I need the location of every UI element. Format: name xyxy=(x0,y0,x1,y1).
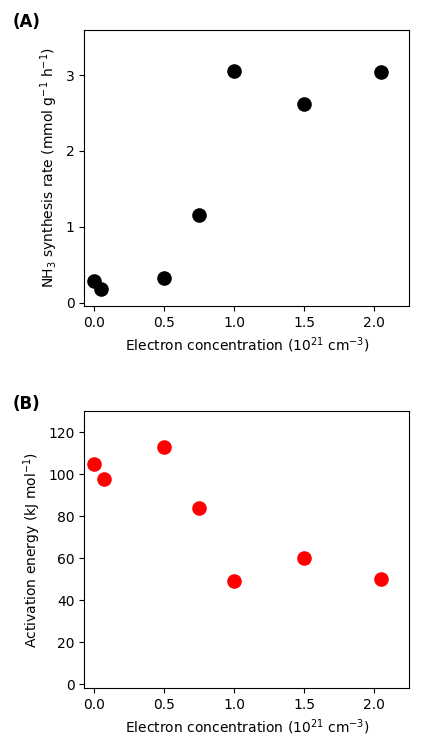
Point xyxy=(378,574,385,585)
Point xyxy=(100,473,107,485)
Point xyxy=(301,552,308,564)
Point xyxy=(196,209,203,221)
Point xyxy=(196,502,203,514)
Point xyxy=(161,272,168,284)
Point xyxy=(161,441,168,453)
X-axis label: Electron concentration (10$^{21}$ cm$^{-3}$): Electron concentration (10$^{21}$ cm$^{-… xyxy=(124,336,369,355)
Point xyxy=(231,576,238,588)
Point xyxy=(91,275,97,287)
Text: (B): (B) xyxy=(13,395,41,413)
Point xyxy=(231,65,238,77)
Point xyxy=(98,283,105,295)
Point xyxy=(91,458,97,470)
X-axis label: Electron concentration (10$^{21}$ cm$^{-3}$): Electron concentration (10$^{21}$ cm$^{-… xyxy=(124,718,369,737)
Point xyxy=(301,98,308,110)
Point xyxy=(378,66,385,78)
Y-axis label: NH$_{3}$ synthesis rate (mmol g$^{-1}$ h$^{-1}$): NH$_{3}$ synthesis rate (mmol g$^{-1}$ h… xyxy=(39,47,60,289)
Y-axis label: Activation energy (kJ mol$^{-1}$): Activation energy (kJ mol$^{-1}$) xyxy=(21,452,43,648)
Text: (A): (A) xyxy=(13,13,41,31)
